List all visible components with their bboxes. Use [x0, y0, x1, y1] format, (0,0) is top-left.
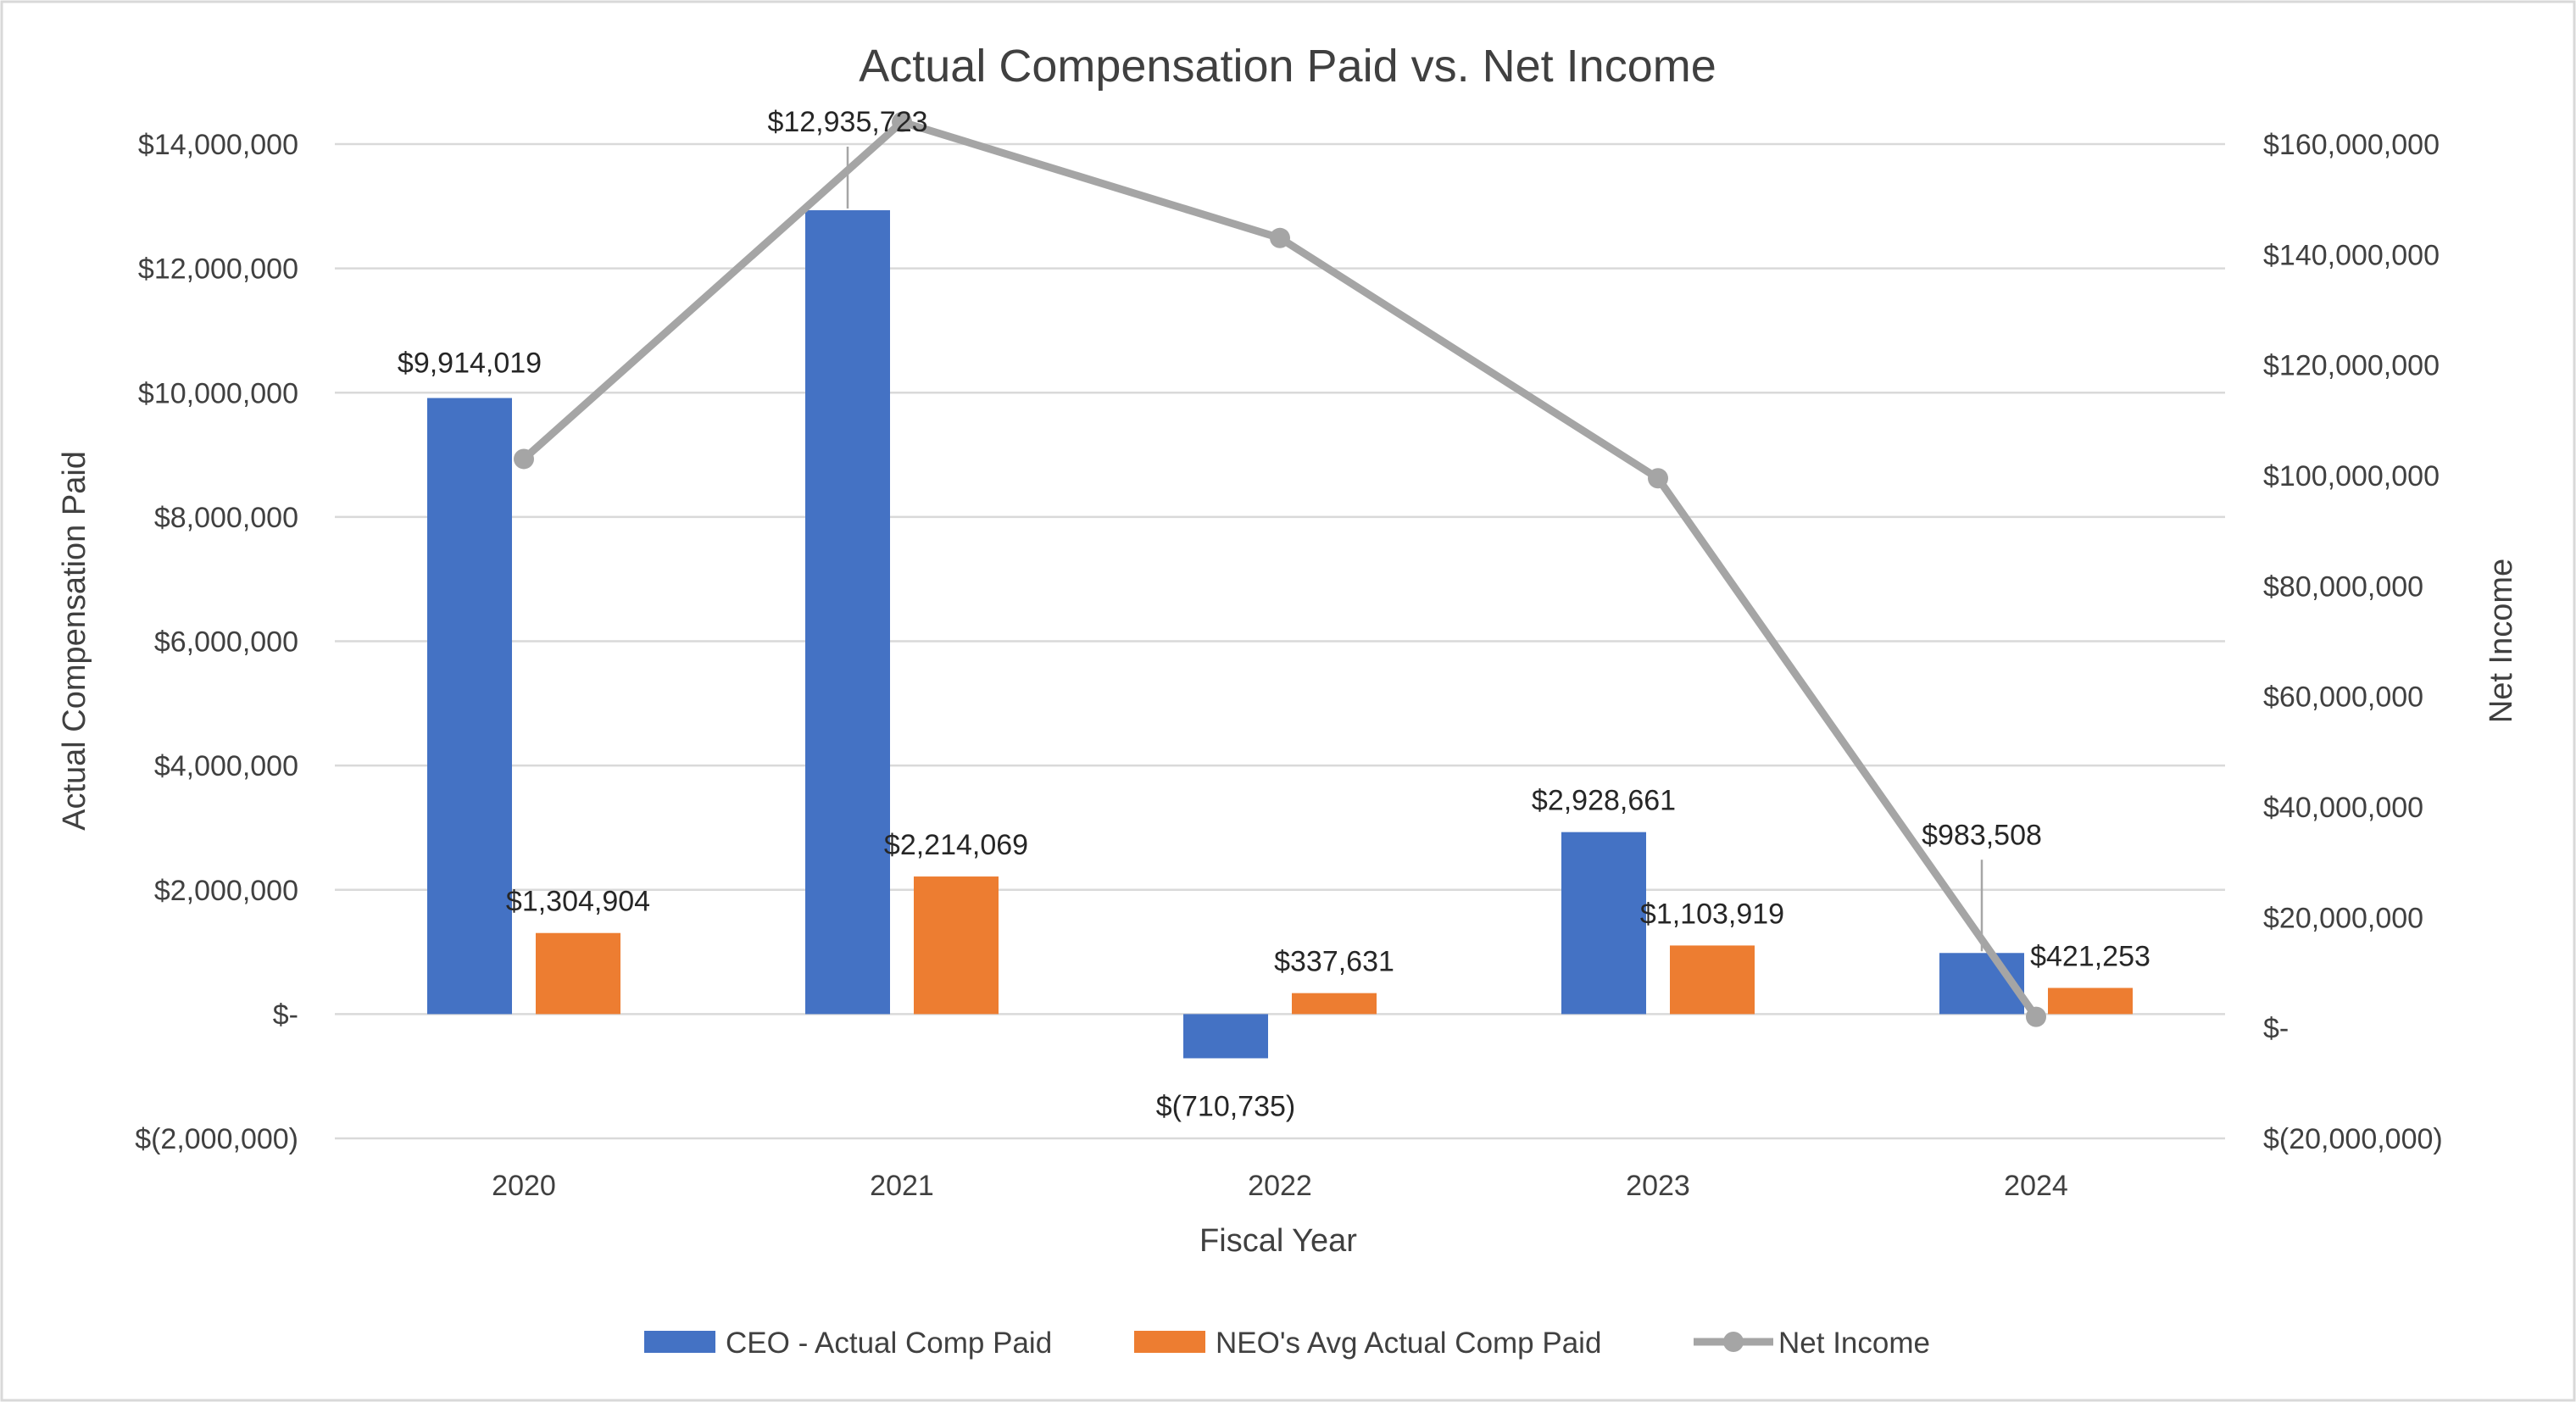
neo-bar: [914, 876, 999, 1015]
x-tick-label: 2023: [1626, 1170, 1690, 1202]
y2-tick-label: $40,000,000: [2263, 792, 2423, 824]
y2-tick-label: $(20,000,000): [2263, 1123, 2443, 1155]
ceo-bar-label: $9,914,019: [398, 348, 542, 380]
neo-bar: [2048, 988, 2133, 1015]
ceo-bar-label: $(710,735): [1156, 1090, 1295, 1122]
neo-bar: [1670, 945, 1755, 1015]
neo-bar-label: $2,214,069: [884, 829, 1028, 861]
data-labels: $9,914,019 $12,935,723 $(710,735) $2,928,66…: [398, 106, 2150, 1122]
legend-label-ceo: CEO - Actual Comp Paid: [726, 1327, 1052, 1360]
line-series: [514, 111, 2046, 1027]
x-axis-title: Fiscal Year: [1199, 1223, 1357, 1259]
y2-tick-label: $140,000,000: [2263, 239, 2440, 271]
y-tick-label: $14,000,000: [138, 129, 298, 161]
legend: CEO - Actual Comp Paid NEO's Avg Actual …: [644, 1327, 1930, 1360]
y-tick-label: $12,000,000: [138, 253, 298, 286]
x-tick-label: 2021: [870, 1170, 934, 1202]
y2-axis-title: Net Income: [2484, 559, 2519, 723]
left-axis-ticks: $14,000,000 $12,000,000 $10,000,000 $8,000,…: [135, 129, 298, 1155]
legend-swatch-neo: [1134, 1331, 1205, 1353]
neo-bar-label: $337,631: [1274, 946, 1394, 978]
ceo-bar-label: $12,935,723: [767, 106, 927, 138]
neo-bar-label: $1,304,904: [506, 886, 650, 918]
x-tick-label: 2020: [492, 1170, 556, 1202]
net-income-point: [892, 111, 912, 132]
ceo-bar-label: $983,508: [1922, 819, 2042, 851]
y-tick-label: $(2,000,000): [135, 1123, 298, 1155]
ceo-bar: [427, 398, 512, 1015]
net-income-point: [1270, 227, 1290, 248]
y2-tick-label: $120,000,000: [2263, 350, 2440, 382]
legend-label-net-income: Net Income: [1778, 1327, 1930, 1360]
y2-tick-label: $60,000,000: [2263, 682, 2423, 714]
x-tick-label: 2022: [1248, 1170, 1312, 1202]
right-axis-ticks: $160,000,000 $140,000,000 $120,000,000 $100…: [2263, 129, 2443, 1155]
legend-label-neo: NEO's Avg Actual Comp Paid: [1216, 1327, 1601, 1360]
neo-bar-label: $421,253: [2030, 940, 2150, 972]
net-income-point: [2026, 1006, 2046, 1027]
y2-tick-label: $-: [2263, 1013, 2289, 1045]
neo-bar: [1292, 993, 1377, 1015]
ceo-bar-label: $2,928,661: [1532, 785, 1676, 817]
ceo-bar: [1183, 1014, 1268, 1059]
chart-title: Actual Compensation Paid vs. Net Income: [859, 41, 1716, 92]
y2-tick-label: $160,000,000: [2263, 129, 2440, 161]
ceo-bar: [805, 210, 890, 1015]
neo-bar-label: $1,103,919: [1640, 898, 1784, 930]
y-tick-label: $2,000,000: [154, 875, 298, 907]
y2-tick-label: $20,000,000: [2263, 902, 2423, 934]
y-axis-title: Actual Compensation Paid: [57, 451, 92, 831]
y2-tick-label: $100,000,000: [2263, 460, 2440, 492]
net-income-point: [514, 448, 534, 470]
bar-series: [427, 210, 2133, 1059]
net-income-point: [1648, 468, 1668, 489]
ceo-bar: [1561, 832, 1646, 1015]
y-tick-label: $-: [273, 999, 298, 1031]
y-tick-label: $6,000,000: [154, 626, 298, 659]
gridlines: [335, 142, 2225, 1140]
y-tick-label: $8,000,000: [154, 502, 298, 534]
neo-bar: [536, 932, 620, 1015]
legend-swatch-ceo: [644, 1331, 715, 1353]
x-tick-label: 2024: [2004, 1170, 2068, 1202]
x-axis-ticks: 2020 2021 2022 2023 2024: [492, 1170, 2068, 1202]
y2-tick-label: $80,000,000: [2263, 570, 2423, 603]
legend-swatch-net-income-marker: [1723, 1332, 1744, 1352]
y-tick-label: $10,000,000: [138, 377, 298, 409]
y-tick-label: $4,000,000: [154, 750, 298, 782]
